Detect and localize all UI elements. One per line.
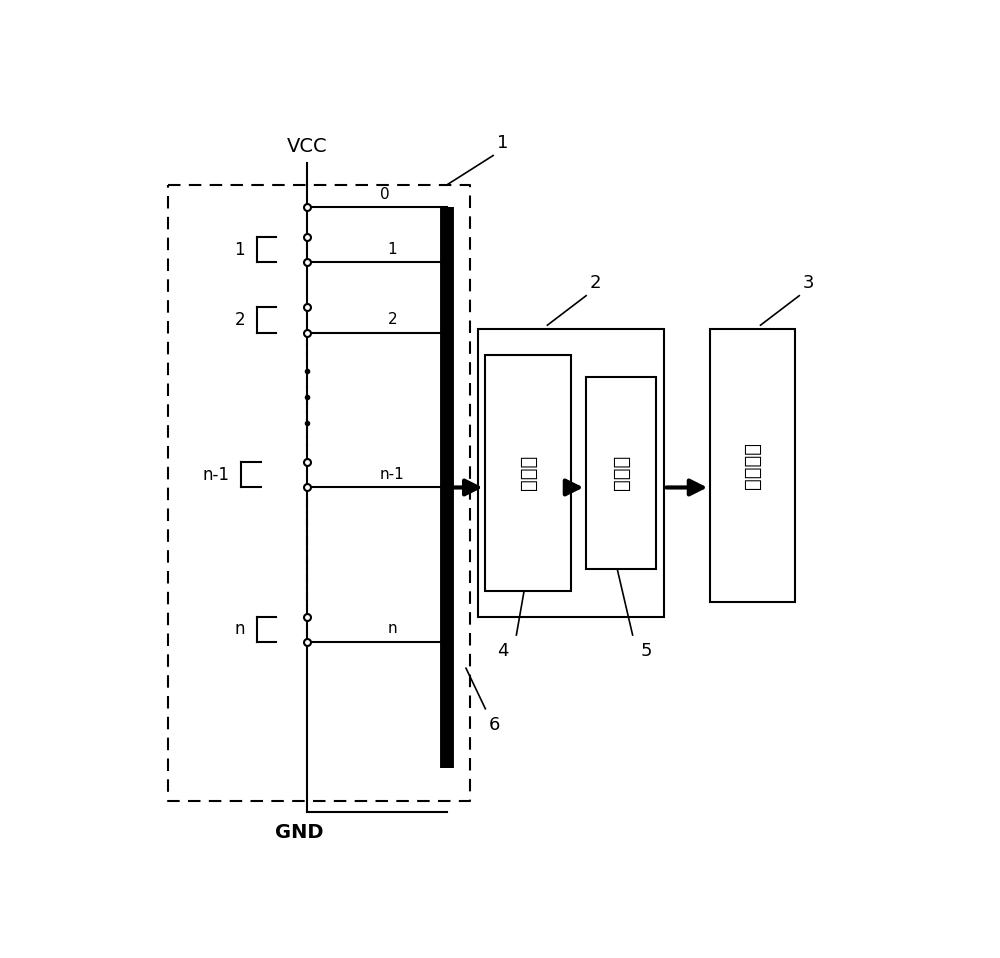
- Text: 控制器: 控制器: [612, 455, 631, 490]
- Text: 2: 2: [234, 310, 245, 329]
- Text: 6: 6: [489, 717, 501, 734]
- Text: 0: 0: [380, 187, 389, 202]
- Text: 3: 3: [803, 274, 815, 292]
- Text: n: n: [235, 621, 245, 638]
- Text: 5: 5: [640, 643, 652, 660]
- FancyBboxPatch shape: [710, 329, 795, 602]
- Text: 2: 2: [590, 274, 602, 292]
- FancyBboxPatch shape: [586, 376, 656, 569]
- Text: n-1: n-1: [380, 467, 405, 482]
- Text: 2: 2: [388, 311, 397, 327]
- Text: 仪表显示: 仪表显示: [743, 442, 762, 489]
- Text: 1: 1: [234, 240, 245, 259]
- Text: 4: 4: [497, 643, 509, 660]
- Text: GND: GND: [275, 823, 324, 842]
- Text: 1: 1: [497, 134, 508, 152]
- Text: 选通器: 选通器: [518, 455, 538, 490]
- Text: n: n: [388, 622, 397, 636]
- Text: 1: 1: [388, 241, 397, 257]
- Text: n-1: n-1: [203, 466, 230, 484]
- Text: VCC: VCC: [287, 137, 327, 155]
- FancyBboxPatch shape: [485, 354, 571, 591]
